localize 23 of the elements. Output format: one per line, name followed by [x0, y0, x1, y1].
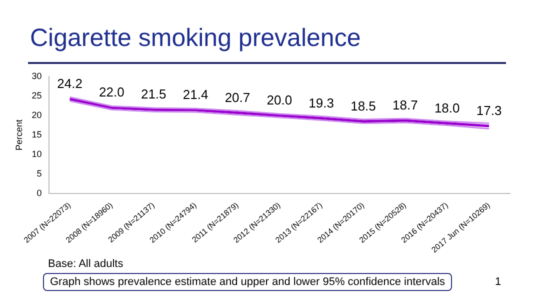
y-tick-label: 5 — [36, 168, 42, 179]
y-tick-label: 10 — [32, 149, 42, 160]
data-label: 17.3 — [476, 103, 502, 118]
chart-title: Cigarette smoking prevalence — [30, 24, 361, 53]
data-label: 18.5 — [350, 98, 376, 114]
y-tick-label: 0 — [36, 188, 42, 198]
data-label: 20.7 — [224, 90, 250, 105]
y-tick-label: 30 — [32, 70, 42, 81]
y-tick-label: 25 — [32, 90, 42, 100]
data-label: 18.7 — [392, 98, 418, 113]
y-axis-title: Percent — [14, 119, 24, 151]
text: Base: All adults — [48, 258, 124, 270]
data-label: 24.2 — [57, 76, 82, 92]
data-label: 21.4 — [182, 87, 208, 102]
data-label: 18.0 — [434, 100, 460, 116]
data-label: 22.0 — [99, 84, 124, 100]
data-label: 19.3 — [308, 95, 334, 110]
data-label: 20.0 — [266, 92, 292, 108]
y-tick-label: 15 — [32, 129, 42, 140]
data-label: 21.5 — [140, 86, 166, 102]
y-tick-label: 20 — [32, 110, 42, 120]
text: 1 — [495, 276, 502, 288]
text: Graph shows prevalence estimate and upper and lower 95% confidence intervals — [43, 273, 452, 291]
